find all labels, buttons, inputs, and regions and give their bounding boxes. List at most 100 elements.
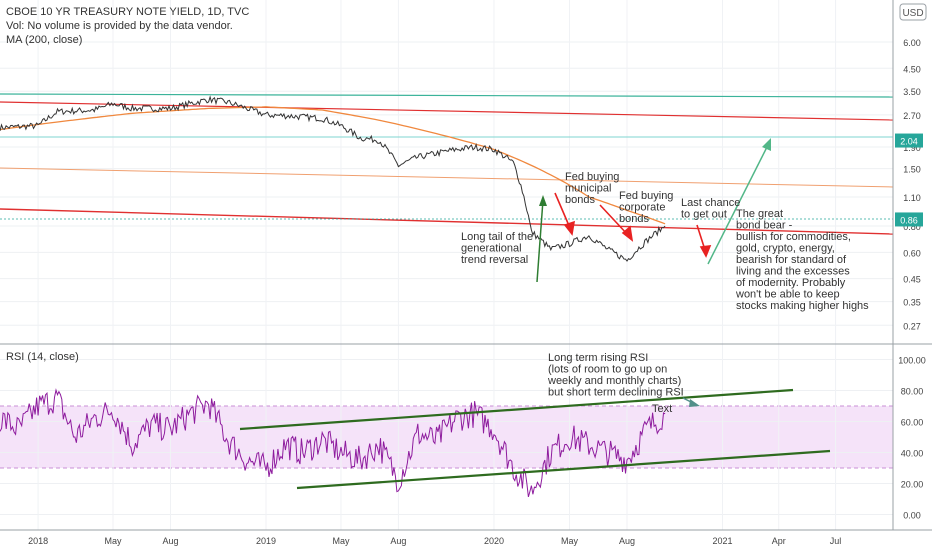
price-tick-label: 0.60 (903, 248, 921, 258)
red-arrow-corp (599, 204, 629, 236)
annotation-line: Last chance (681, 197, 740, 209)
time-tick-label: May (105, 536, 123, 546)
annotation-line: bullish for commodities, (736, 231, 851, 243)
red-lower-trend-line (0, 208, 894, 235)
time-tick-label: May (561, 536, 579, 546)
price-tick-label: 1.50 (903, 165, 921, 175)
rsi-upper-trend-line (239, 388, 794, 431)
price-tick-label: 0.27 (903, 321, 921, 331)
bond-bear-arrowhead (762, 138, 771, 151)
annotation-line: stocks making higher highs (736, 300, 869, 312)
annotation-line: Long tail of the (461, 231, 533, 243)
rsi-legend: RSI (14, close) (6, 351, 79, 363)
annotation-line: to get out (681, 209, 727, 221)
annotation-line: bearish for standard of (736, 254, 847, 266)
bond-bear-arrow (707, 144, 769, 265)
time-tick-label: 2021 (713, 536, 733, 546)
volume-note: Vol: No volume is provided by the data v… (6, 20, 233, 32)
annotation-line: (lots of room to go up on (548, 364, 667, 376)
annotation-long-tail: Long tail of the generational trend revers… (461, 231, 533, 266)
rsi-lower-trend-line (296, 449, 831, 490)
annotation-rsi-note: Long term rising RSI (lots of room to go … (547, 352, 684, 399)
annotations: Long tail of the generational trend revers… (461, 171, 869, 415)
ma-legend: MA (200, close) (6, 34, 82, 46)
rsi-tick-label: 0.00 (903, 511, 921, 521)
rsi-line (0, 388, 666, 498)
annotation-line: Long term rising RSI (548, 352, 648, 364)
time-tick-label: Jul (830, 536, 842, 546)
teal-resistance-line (0, 93, 894, 98)
annotation-line: Fed buying (619, 190, 673, 202)
red-arrowhead-corp (621, 225, 634, 242)
price-gridlines (0, 41, 893, 326)
rsi-tick-label: 40.00 (901, 449, 924, 459)
price-tick-label: 0.35 (903, 298, 921, 308)
annotation-fed-muni: Fed buying municipal bonds (565, 171, 619, 206)
price-tick-label: 4.50 (903, 64, 921, 74)
annotation-line: of modernity. Probably (736, 277, 846, 289)
annotation-line: weekly and monthly charts) (547, 375, 681, 387)
time-tick-label: Aug (162, 536, 178, 546)
orange-mid-trend-line (0, 167, 894, 188)
time-tick-label: 2020 (484, 536, 504, 546)
time-tick-label: Aug (619, 536, 635, 546)
x-gridlines (37, 0, 837, 530)
time-tick-label: Apr (772, 536, 786, 546)
time-tick-label: Aug (390, 536, 406, 546)
price-badges: 2.04 0.86 (895, 133, 923, 227)
rsi-small-arrowhead (689, 399, 700, 407)
price-axis-ticks: 6.00 4.50 3.50 2.70 1.90 1.50 1.10 0.80 0.60 0.45… (903, 38, 921, 331)
annotation-line: Fed buying (565, 171, 619, 183)
price-line (0, 95, 666, 262)
long-tail-arrowhead (539, 195, 547, 206)
annotation-line: municipal (565, 183, 611, 195)
price-badge-bg (895, 212, 923, 227)
time-tick-label: 2019 (256, 536, 276, 546)
annotation-line: living and the excesses (736, 266, 850, 278)
rsi-tick-label: 100.00 (898, 356, 926, 366)
rsi-tick-label: 60.00 (901, 418, 924, 428)
annotation-text-label: Text (652, 403, 672, 415)
red-arrowhead-muni (563, 220, 576, 236)
annotation-line: generational (461, 243, 522, 255)
annotation-line: The great (736, 208, 783, 220)
annotation-line: won't be able to keep (735, 289, 840, 301)
annotation-line: trend reversal (461, 254, 528, 266)
price-tick-label: 0.45 (903, 275, 921, 285)
price-badge-label: 2.04 (900, 137, 918, 147)
price-tick-label: 3.50 (903, 87, 921, 97)
price-tick-label: 2.70 (903, 111, 921, 121)
chart-title: CBOE 10 YR TREASURY NOTE YIELD, 1D, TVC (6, 6, 249, 18)
price-tick-label: 1.10 (903, 193, 921, 203)
price-tick-label: 1.90 (903, 143, 921, 153)
red-arrowhead-last (699, 245, 712, 258)
currency-label: USD (902, 8, 923, 19)
currency-box[interactable] (899, 3, 927, 21)
time-axis-ticks: 2018 May Aug 2019 May Aug 2020 May Aug 2021 Apr Jul (28, 536, 841, 546)
time-tick-label: May (332, 536, 350, 546)
annotation-line: bonds (565, 194, 595, 206)
annotation-bond-bear: The great bond bear -bullish for commodit… (735, 208, 869, 312)
annotation-line: gold, crypto, energy, (736, 243, 835, 255)
annotation-line: bond bear - (736, 220, 793, 232)
price-badge-bg (895, 133, 923, 148)
annotation-line: corporate (619, 202, 665, 214)
red-upper-trend-line (0, 101, 894, 121)
rsi-tick-label: 20.00 (901, 480, 924, 490)
red-arrow-muni (554, 192, 571, 229)
time-tick-label: 2018 (28, 536, 48, 546)
ma-200-line (0, 106, 666, 225)
price-badge-label: 0.86 (900, 215, 918, 225)
rsi-axis-ticks: 100.00 80.00 60.00 40.00 20.00 0.00 (898, 356, 926, 521)
price-tick-label: 0.80 (903, 222, 921, 232)
annotation-line: but short term declining RSI (548, 387, 684, 399)
price-tick-label: 6.00 (903, 38, 921, 48)
annotation-line: bonds (619, 213, 649, 225)
rsi-tick-label: 80.00 (901, 387, 924, 397)
annotation-last-chance: Last chance to get out (681, 197, 740, 221)
annotation-fed-corp: Fed buying corporate bonds (619, 190, 673, 225)
red-arrows (554, 192, 712, 258)
red-arrow-last (696, 224, 706, 251)
rsi-gridlines (0, 359, 893, 515)
